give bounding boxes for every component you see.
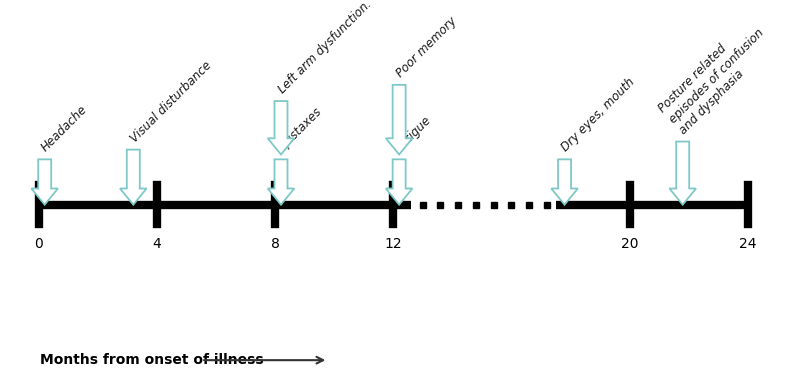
Text: 12: 12 bbox=[385, 237, 402, 251]
Polygon shape bbox=[551, 159, 578, 205]
Text: Visual disturbance: Visual disturbance bbox=[128, 59, 214, 145]
Text: 0: 0 bbox=[34, 237, 43, 251]
Text: Months from onset of illness: Months from onset of illness bbox=[40, 353, 264, 367]
Text: Dry eyes, mouth: Dry eyes, mouth bbox=[559, 76, 638, 154]
Polygon shape bbox=[386, 85, 413, 154]
Text: Fatigue: Fatigue bbox=[394, 114, 434, 154]
Polygon shape bbox=[268, 101, 294, 154]
Text: 24: 24 bbox=[739, 237, 757, 251]
Text: 8: 8 bbox=[270, 237, 279, 251]
Polygon shape bbox=[268, 159, 294, 205]
Text: Left arm dysfunction.: Left arm dysfunction. bbox=[275, 0, 374, 96]
Text: Headache: Headache bbox=[39, 103, 90, 154]
Text: Epistaxes: Epistaxes bbox=[275, 106, 325, 154]
Polygon shape bbox=[120, 150, 146, 205]
Text: 20: 20 bbox=[621, 237, 638, 251]
Polygon shape bbox=[386, 159, 413, 205]
Text: 4: 4 bbox=[153, 237, 162, 251]
Polygon shape bbox=[31, 159, 58, 205]
Text: Poor memory: Poor memory bbox=[394, 14, 459, 80]
Text: Posture related
episodes of confusion
and dysphasia: Posture related episodes of confusion an… bbox=[656, 16, 777, 137]
Polygon shape bbox=[670, 142, 696, 205]
